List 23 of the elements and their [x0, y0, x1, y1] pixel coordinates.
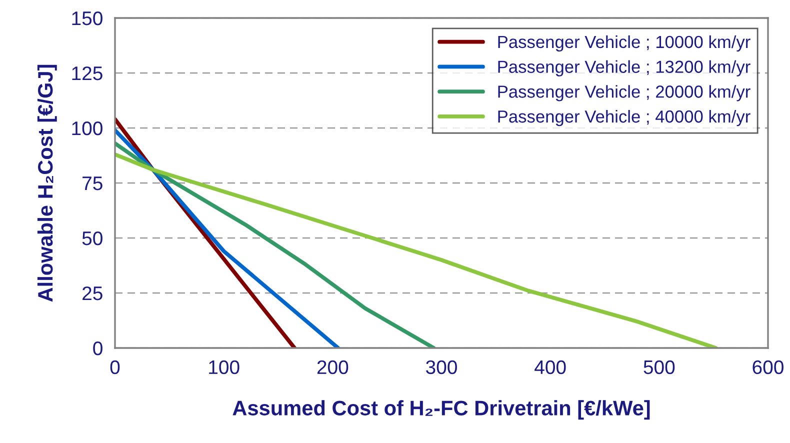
y-axis-title: Allowable H₂Cost [€/GJ]: [37, 64, 57, 302]
x-axis-title: Assumed Cost of H₂-FC Drivetrain [€/kWe]: [232, 400, 650, 420]
x-tick-label: 400: [534, 360, 566, 374]
legend-label: Passenger Vehicle ; 20000 km/yr: [498, 85, 750, 102]
legend-label: Passenger Vehicle ; 13200 km/yr: [498, 60, 750, 76]
line-series: [115, 152, 718, 348]
y-tick-label: 0: [93, 341, 102, 356]
x-tick-label: 100: [209, 360, 240, 374]
x-tick-label: 0: [110, 360, 120, 374]
x-tick-label: 600: [752, 360, 784, 374]
y-tick-label: 125: [72, 66, 102, 80]
legend-label: Passenger Vehicle ; 40000 km/yr: [498, 110, 750, 126]
y-tick-label: 150: [72, 11, 102, 26]
x-tick-label: 200: [317, 360, 348, 374]
y-tick-label: 25: [82, 286, 102, 300]
x-tick-label: 300: [426, 360, 457, 374]
y-tick-label: 75: [82, 176, 102, 190]
legend-label: Passenger Vehicle ; 10000 km/yr: [498, 35, 750, 52]
line-series: [115, 141, 436, 348]
x-tick-label: 500: [644, 360, 675, 374]
y-tick-label: 50: [82, 231, 102, 246]
line-series: [115, 128, 340, 348]
y-tick-label: 100: [72, 121, 102, 136]
